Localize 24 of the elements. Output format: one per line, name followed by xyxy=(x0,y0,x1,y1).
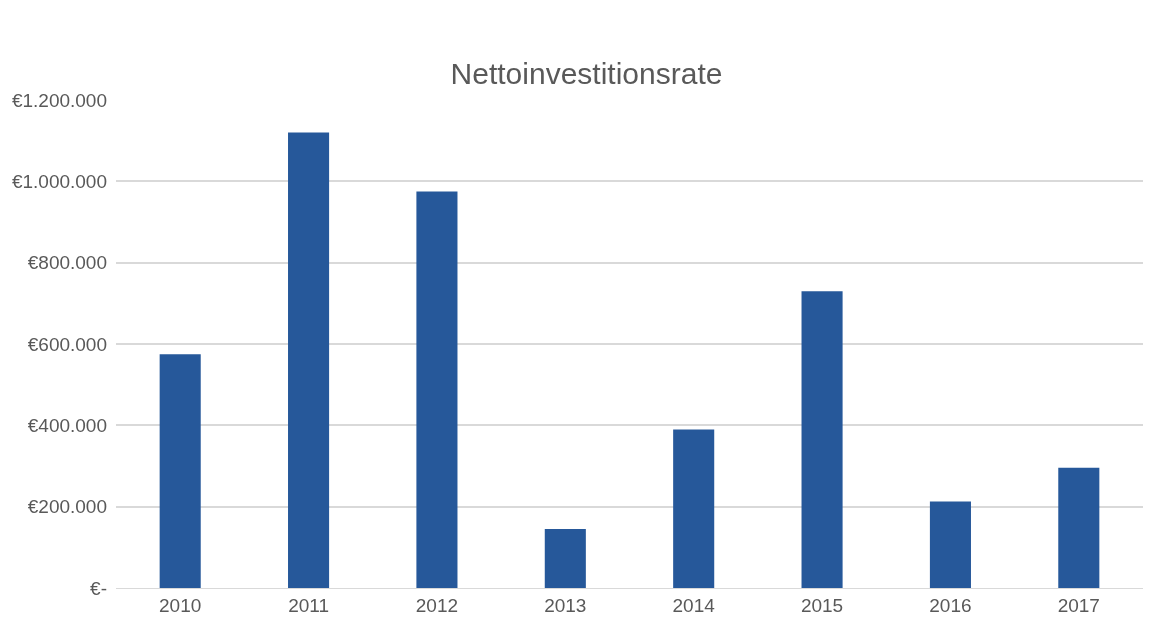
x-tick-label: 2013 xyxy=(544,594,587,616)
y-tick-label: €800.000 xyxy=(27,252,107,274)
y-tick-label: €- xyxy=(90,577,107,599)
y-tick-label: €200.000 xyxy=(27,496,107,518)
x-tick-label: 2011 xyxy=(288,594,329,616)
y-tick-label: €600.000 xyxy=(27,333,107,355)
x-tick-label: 2010 xyxy=(159,594,202,616)
y-tick-label: €1.000.000 xyxy=(11,170,107,192)
bar xyxy=(929,501,971,588)
x-tick-label: 2016 xyxy=(929,594,972,616)
bar xyxy=(544,529,586,588)
x-tick-label: 2017 xyxy=(1057,594,1100,616)
bar xyxy=(288,132,330,588)
x-tick-label: 2015 xyxy=(800,594,844,616)
bar xyxy=(416,191,458,588)
x-tick-label: 2014 xyxy=(672,594,716,616)
y-tick-label: €1.200.000 xyxy=(11,89,107,111)
bar xyxy=(801,291,843,588)
chart-title: Nettoinvestitionsrate xyxy=(450,56,723,90)
bar xyxy=(159,354,201,588)
y-tick-label: €400.000 xyxy=(27,414,107,436)
x-tick-label: 2012 xyxy=(415,594,459,616)
bar xyxy=(673,429,715,588)
bar xyxy=(1058,467,1100,588)
